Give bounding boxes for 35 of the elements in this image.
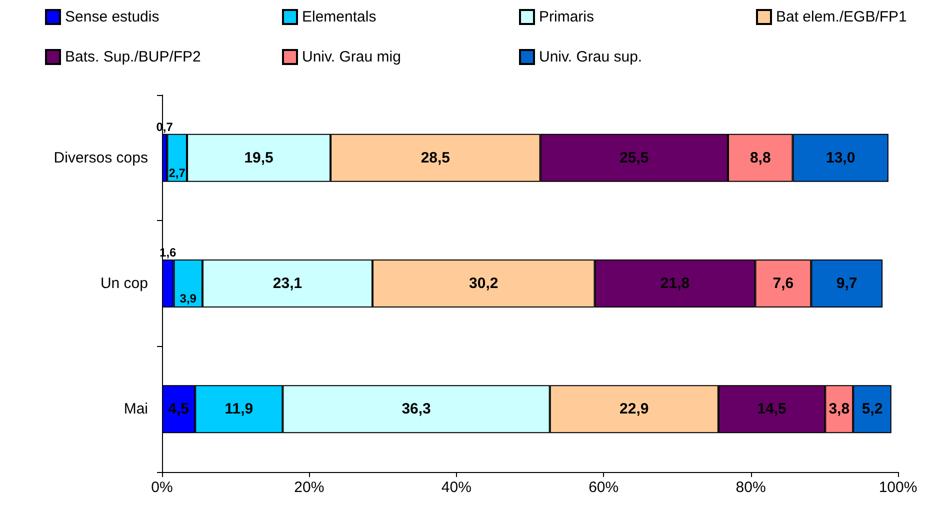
legend-label: Elementals (302, 8, 376, 26)
x-tick-label: 60% (588, 479, 619, 496)
y-tick-label: Diversos cops (54, 149, 148, 166)
y-tick-label: Mai (124, 400, 148, 418)
data-label: 3,9 (180, 292, 197, 306)
legend-label: Bats. Sup./BUP/FP2 (65, 48, 201, 66)
data-label: 9,7 (836, 275, 858, 292)
x-tick-label: 0% (151, 479, 173, 496)
data-label: 23,1 (272, 275, 302, 292)
data-label: 28,5 (420, 149, 450, 166)
data-label: 25,5 (620, 149, 649, 166)
legend-label: Univ. Grau mig (302, 48, 401, 66)
data-label: 21,8 (660, 275, 690, 292)
data-label: 19,5 (244, 149, 274, 166)
legend-label: Univ. Grau sup. (539, 48, 642, 66)
data-label: 4,5 (168, 400, 189, 418)
data-label: 3,8 (828, 400, 850, 418)
legend-label: Sense estudis (65, 8, 160, 26)
data-label: 8,8 (750, 149, 771, 166)
data-label: 2,7 (168, 166, 186, 180)
data-label: 22,9 (620, 400, 649, 418)
data-label: 36,3 (402, 400, 431, 418)
data-label: 30,2 (469, 275, 498, 292)
data-label: 13,0 (826, 149, 856, 166)
x-tick-label: 40% (441, 479, 472, 496)
x-tick-label: 20% (294, 479, 324, 496)
legend-label: Bat elem./EGB/FP1 (776, 8, 907, 26)
x-tick-label: 80% (736, 479, 766, 496)
data-label: 11,9 (224, 400, 254, 418)
data-label: 5,2 (862, 400, 883, 418)
data-label: 14,5 (757, 400, 786, 418)
y-tick-label: Un cop (100, 275, 148, 292)
x-tick-label: 100% (878, 479, 918, 496)
legend-label: Primaris (539, 8, 594, 26)
data-label: 7,6 (772, 275, 794, 292)
